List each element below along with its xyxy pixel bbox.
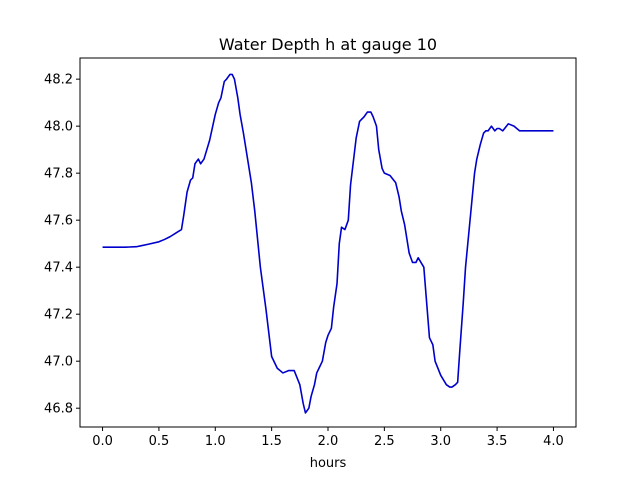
x-tick-label: 0.0 bbox=[92, 434, 113, 449]
x-tick-label: 1.0 bbox=[205, 434, 226, 449]
x-tick-label: 1.5 bbox=[261, 434, 282, 449]
x-tick-label: 3.0 bbox=[430, 434, 451, 449]
x-tick-label: 2.0 bbox=[318, 434, 339, 449]
x-tick-label: 4.0 bbox=[543, 434, 564, 449]
chart-title: Water Depth h at gauge 10 bbox=[219, 35, 437, 54]
y-tick-label: 48.0 bbox=[44, 120, 73, 135]
y-tick-label: 46.8 bbox=[44, 402, 73, 417]
x-tick-label: 0.5 bbox=[149, 434, 170, 449]
x-tick-label: 2.5 bbox=[374, 434, 395, 449]
x-axis-label: hours bbox=[310, 456, 347, 471]
x-tick-label: 3.5 bbox=[487, 434, 508, 449]
x-axis: 0.0 0.5 1.0 1.5 2.0 2.5 3.0 3.5 4.0 bbox=[92, 427, 564, 449]
y-tick-label: 48.2 bbox=[44, 73, 73, 88]
y-tick-label: 47.8 bbox=[44, 167, 73, 182]
y-tick-label: 47.6 bbox=[44, 214, 73, 229]
y-axis: 46.8 47.0 47.2 47.4 47.6 47.8 48.0 48.2 bbox=[44, 73, 80, 417]
y-tick-label: 47.2 bbox=[44, 308, 73, 323]
series-line bbox=[102, 73, 554, 414]
y-tick-label: 47.4 bbox=[44, 261, 73, 276]
y-tick-label: 47.0 bbox=[44, 355, 73, 370]
